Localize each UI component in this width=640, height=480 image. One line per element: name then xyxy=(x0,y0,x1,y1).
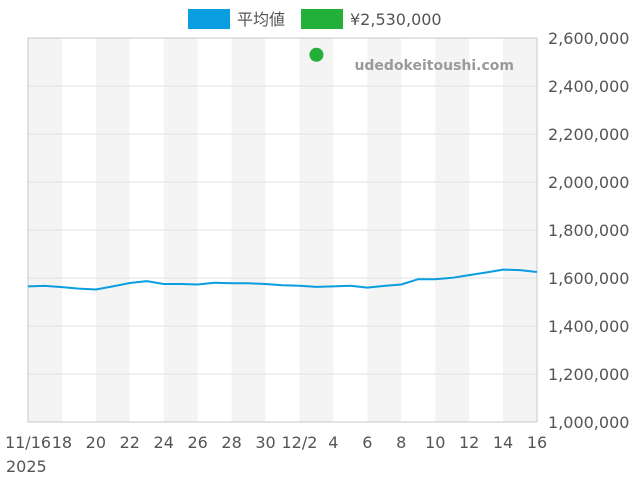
x-tick-label: 12/2 xyxy=(281,433,317,452)
watermark: udedokeitoushi.com xyxy=(354,58,514,74)
x-tick-label: 18 xyxy=(52,433,72,452)
x-tick-label: 30 xyxy=(255,433,275,452)
price-point xyxy=(309,47,324,62)
x-tick-label: 14 xyxy=(493,433,513,452)
y-tick-label: 2,600,000 xyxy=(548,29,629,48)
x-tick-label: 22 xyxy=(120,433,140,452)
y-axis-labels: 2,600,000 2,400,000 2,200,000 2,000,000 1,80… xyxy=(548,29,629,432)
x-tick-label: 6 xyxy=(362,433,372,452)
x-axis-labels: 11/16 18 20 22 24 26 28 30 12/2 4 6 8 10 12 14 16 xyxy=(5,433,547,452)
y-tick-label: 1,400,000 xyxy=(548,317,629,336)
series-layer xyxy=(27,47,538,291)
x-tick-label: 12 xyxy=(459,433,479,452)
y-tick-label: 1,200,000 xyxy=(548,365,629,384)
x-tick-label: 16 xyxy=(527,433,547,452)
x-tick-label: 8 xyxy=(396,433,406,452)
x-tick-label: 20 xyxy=(86,433,106,452)
y-tick-label: 2,400,000 xyxy=(548,77,629,96)
x-axis-year-label: 2025 xyxy=(6,457,47,476)
legend: 平均値 ¥2,530,000 xyxy=(188,9,442,29)
legend-label-price: ¥2,530,000 xyxy=(350,10,442,29)
x-tick-label: 26 xyxy=(187,433,207,452)
legend-swatch-average xyxy=(188,9,230,29)
plot-frame xyxy=(27,37,538,423)
average-price-line xyxy=(27,268,538,291)
x-tick-label: 4 xyxy=(328,433,338,452)
y-tick-label: 1,600,000 xyxy=(548,269,629,288)
legend-label-average: 平均値 xyxy=(237,10,285,29)
y-tick-label: 1,000,000 xyxy=(548,413,629,432)
x-tick-label: 24 xyxy=(154,433,174,452)
y-tick-label: 1,800,000 xyxy=(548,221,629,240)
x-tick-label: 11/16 xyxy=(5,433,51,452)
y-tick-label: 2,200,000 xyxy=(548,125,629,144)
legend-swatch-price xyxy=(301,9,343,29)
y-tick-label: 2,000,000 xyxy=(548,173,629,192)
x-tick-label: 10 xyxy=(425,433,445,452)
x-tick-label: 28 xyxy=(221,433,241,452)
